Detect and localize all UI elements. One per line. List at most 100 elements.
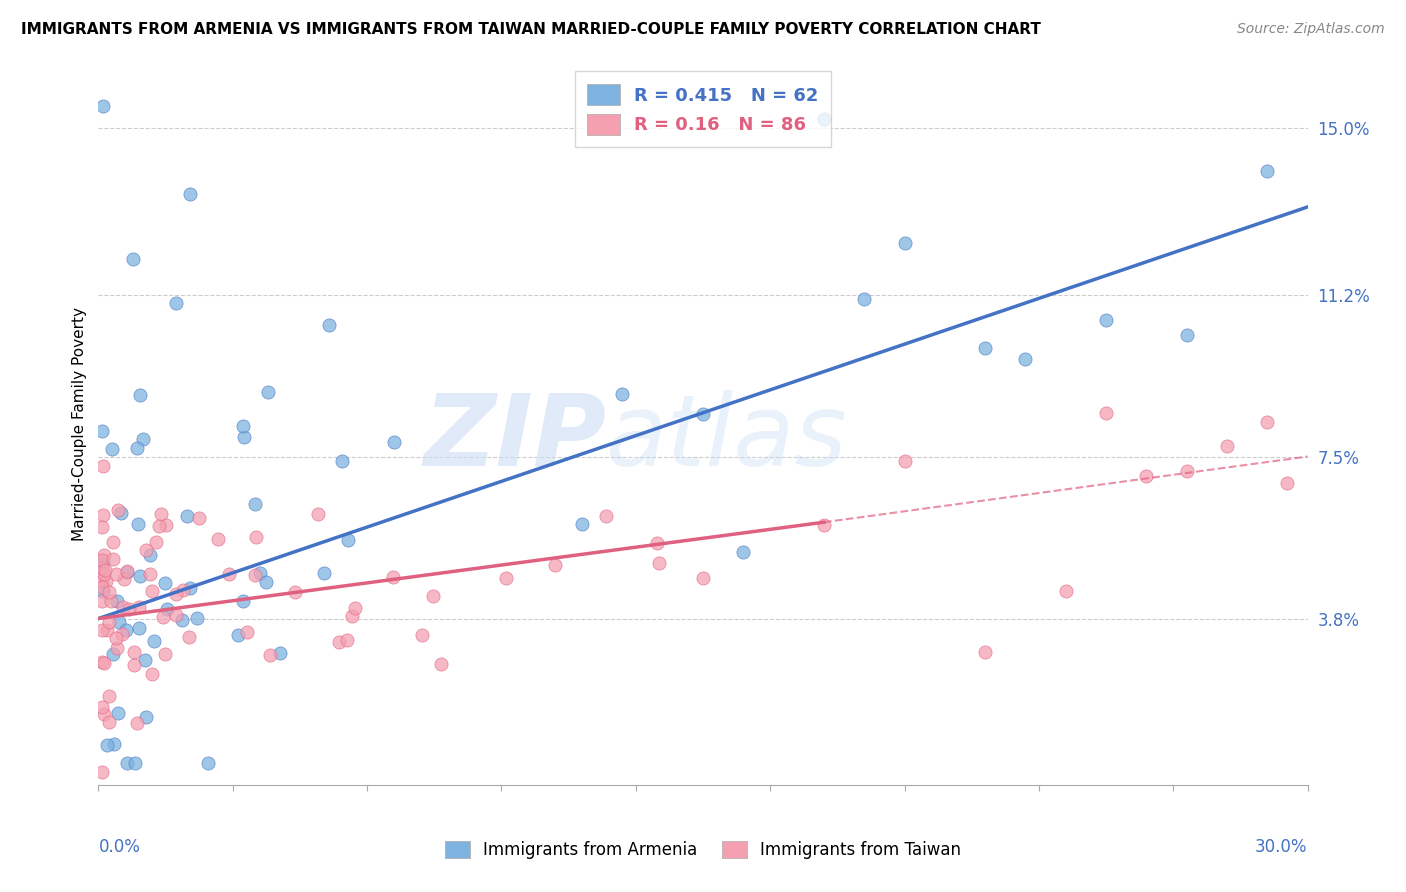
Point	[124, 657, 146, 672]
Point	[101, 442, 124, 457]
Point	[343, 601, 366, 615]
Point	[135, 710, 157, 724]
Point	[197, 756, 219, 770]
Point	[91, 574, 114, 589]
Point	[1277, 475, 1299, 490]
Point	[259, 648, 281, 663]
Point	[165, 296, 187, 310]
Point	[91, 594, 114, 608]
Point	[1135, 469, 1157, 483]
Point	[129, 569, 152, 583]
Point	[1256, 416, 1278, 430]
Point	[382, 570, 405, 584]
Point	[124, 756, 146, 770]
Point	[245, 530, 267, 544]
Point	[93, 656, 115, 670]
Point	[218, 567, 240, 582]
Point	[91, 584, 114, 599]
Point	[100, 594, 122, 608]
Point	[97, 615, 120, 629]
Point	[93, 566, 115, 581]
Legend: R = 0.415   N = 62, R = 0.16   N = 86: R = 0.415 N = 62, R = 0.16 N = 86	[575, 71, 831, 147]
Point	[226, 627, 249, 641]
Point	[232, 594, 254, 608]
Point	[103, 737, 125, 751]
Point	[101, 551, 124, 566]
Point	[249, 566, 271, 581]
Point	[155, 518, 177, 533]
Point	[91, 623, 114, 637]
Point	[98, 715, 121, 730]
Point	[145, 535, 167, 549]
Point	[127, 517, 149, 532]
Point	[91, 700, 114, 714]
Point	[612, 386, 634, 401]
Point	[257, 385, 280, 400]
Point	[172, 613, 194, 627]
Point	[307, 507, 329, 521]
Point	[125, 441, 148, 455]
Point	[122, 645, 145, 659]
Point	[314, 566, 336, 580]
Point	[692, 571, 714, 585]
Point	[165, 607, 187, 622]
Point	[1216, 439, 1239, 453]
Point	[96, 623, 118, 637]
Point	[135, 542, 157, 557]
Point	[733, 545, 755, 559]
Point	[104, 631, 127, 645]
Point	[411, 628, 433, 642]
Point	[110, 506, 132, 520]
Y-axis label: Married-Couple Family Poverty: Married-Couple Family Poverty	[72, 307, 87, 541]
Point	[91, 655, 114, 669]
Point	[1256, 164, 1278, 178]
Point	[422, 590, 444, 604]
Point	[284, 584, 307, 599]
Point	[93, 706, 115, 721]
Point	[91, 553, 114, 567]
Point	[172, 582, 194, 597]
Point	[97, 585, 120, 599]
Point	[165, 587, 187, 601]
Point	[336, 632, 359, 647]
Point	[101, 534, 124, 549]
Point	[236, 624, 259, 639]
Point	[269, 646, 291, 660]
Point	[101, 647, 124, 661]
Point	[207, 532, 229, 546]
Text: 30.0%: 30.0%	[1256, 838, 1308, 856]
Point	[93, 549, 115, 563]
Point	[142, 634, 165, 648]
Point	[148, 519, 170, 533]
Point	[91, 508, 114, 522]
Point	[94, 574, 117, 588]
Point	[645, 536, 668, 550]
Point	[179, 186, 201, 201]
Point	[91, 561, 114, 575]
Text: IMMIGRANTS FROM ARMENIA VS IMMIGRANTS FROM TAIWAN MARRIED-COUPLE FAMILY POVERTY : IMMIGRANTS FROM ARMENIA VS IMMIGRANTS FR…	[21, 22, 1040, 37]
Point	[893, 454, 915, 468]
Point	[595, 508, 617, 523]
Point	[179, 581, 201, 595]
Point	[571, 517, 593, 532]
Text: Source: ZipAtlas.com: Source: ZipAtlas.com	[1237, 22, 1385, 37]
Point	[107, 706, 129, 720]
Point	[1175, 464, 1198, 478]
Point	[91, 555, 114, 569]
Point	[495, 571, 517, 585]
Point	[1175, 327, 1198, 342]
Point	[336, 533, 359, 548]
Point	[94, 562, 117, 576]
Point	[232, 419, 254, 434]
Point	[853, 292, 876, 306]
Point	[128, 621, 150, 635]
Point	[152, 609, 174, 624]
Point	[648, 556, 671, 570]
Point	[1095, 313, 1118, 327]
Point	[813, 112, 835, 126]
Point	[115, 564, 138, 578]
Point	[118, 602, 141, 616]
Point	[125, 716, 148, 731]
Point	[150, 507, 173, 521]
Point	[232, 430, 254, 444]
